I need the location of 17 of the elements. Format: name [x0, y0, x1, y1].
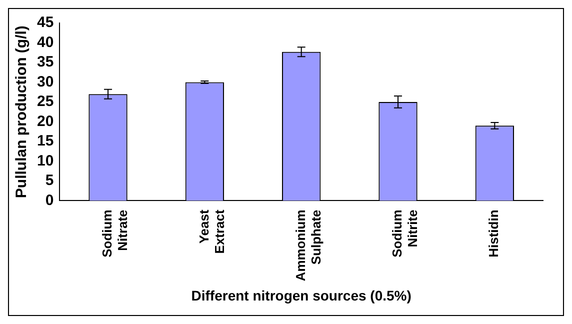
- x-tick-label: Histidin: [486, 210, 502, 258]
- y-tick-label: 15: [36, 132, 54, 150]
- y-tick-label: 20: [36, 112, 54, 130]
- y-tick-label: 10: [36, 152, 54, 170]
- x-tick-label: Yeast Extract: [196, 209, 227, 254]
- x-tick-label: Ammonium Sulphate: [292, 210, 324, 282]
- y-tick-label: 45: [36, 14, 54, 32]
- x-axis-title: Different nitrogen sources (0.5%): [191, 287, 412, 304]
- x-tick-label: Sodium Nitrite: [390, 210, 420, 258]
- y-tick-label: 40: [36, 34, 54, 51]
- y-tick-label: 35: [36, 54, 54, 71]
- y-tick-label: 25: [36, 93, 54, 110]
- y-axis-title: Pullulan production (g/l): [13, 26, 30, 198]
- x-tick-label: Sodium Nitrate: [100, 210, 130, 258]
- y-tick-label: 30: [36, 73, 54, 90]
- y-tick-label: 0: [45, 192, 54, 209]
- y-tick-label: 5: [45, 172, 54, 190]
